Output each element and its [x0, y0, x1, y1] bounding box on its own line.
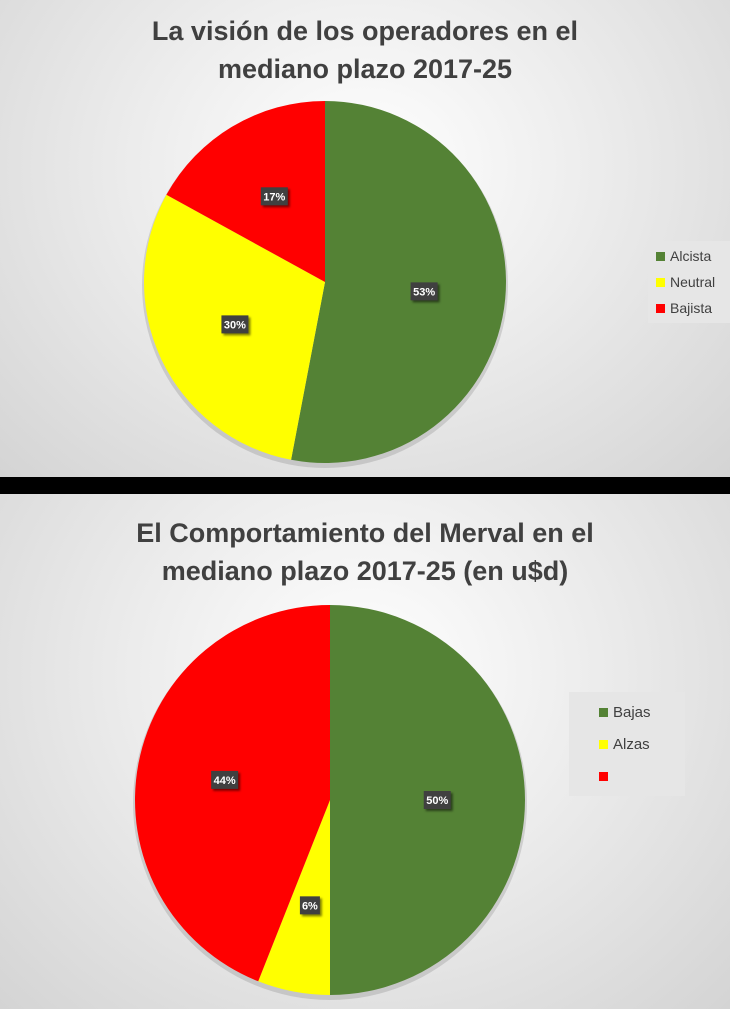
legend-swatch: [599, 739, 608, 749]
title-line: mediano plazo 2017-25: [217, 54, 513, 84]
data-label: 53%: [410, 282, 438, 301]
data-label: 44%: [211, 770, 239, 789]
pie-plot: 50% 6% 44%: [133, 605, 527, 1000]
legend-item: Alzas: [599, 728, 685, 760]
svg-text:53%: 53%: [413, 286, 435, 298]
chart-operadores: La visión de los operadores en el median…: [0, 0, 730, 477]
legend-label: Alzas: [613, 735, 650, 753]
svg-text:17%: 17%: [263, 191, 285, 203]
chart-title: La visión de los operadores en el median…: [0, 12, 730, 88]
legend-swatch: [656, 251, 665, 261]
legend-label: Bajas: [613, 703, 651, 721]
svg-text:30%: 30%: [224, 319, 246, 331]
pie-slice-alzas: [258, 800, 330, 995]
legend-item: Alcista: [656, 243, 730, 269]
title-line: La visión de los operadores en el: [151, 16, 579, 46]
chart-merval: El Comportamiento del Merval en el media…: [0, 494, 730, 1009]
legend: Alcista Neutral Bajista: [648, 241, 730, 323]
title-line: El Comportamiento del Merval en el: [136, 518, 594, 548]
legend-swatch: [656, 277, 665, 287]
data-label: 30%: [221, 315, 249, 334]
legend-item: Neutral: [656, 269, 730, 295]
pie-slice-alcista: [291, 101, 506, 463]
svg-text:44%: 44%: [214, 775, 236, 787]
title-line: mediano plazo 2017-25 (en u$d): [161, 556, 569, 586]
svg-text:6%: 6%: [302, 900, 318, 912]
legend-label: Neutral: [670, 274, 716, 290]
legend-item: Bajista: [656, 295, 730, 321]
data-label: 17%: [260, 187, 288, 206]
pie-plot: 53% 30% 17%: [142, 101, 508, 468]
data-label: 50%: [423, 791, 451, 809]
legend-swatch: [599, 707, 608, 717]
data-label: 6%: [299, 896, 320, 915]
pie-slice-unnamed: [134, 605, 330, 982]
chart-title: El Comportamiento del Merval en el media…: [0, 514, 730, 590]
legend: Bajas Alzas: [569, 692, 685, 796]
legend-swatch: [599, 771, 608, 781]
legend-item: Bajas: [599, 696, 685, 728]
svg-text:50%: 50%: [426, 795, 448, 807]
legend-item: [599, 760, 685, 792]
pie-slice-bajista: [166, 101, 325, 282]
legend-swatch: [656, 303, 665, 313]
legend-label: Bajista: [670, 300, 713, 316]
legend-label: Alcista: [670, 248, 712, 264]
